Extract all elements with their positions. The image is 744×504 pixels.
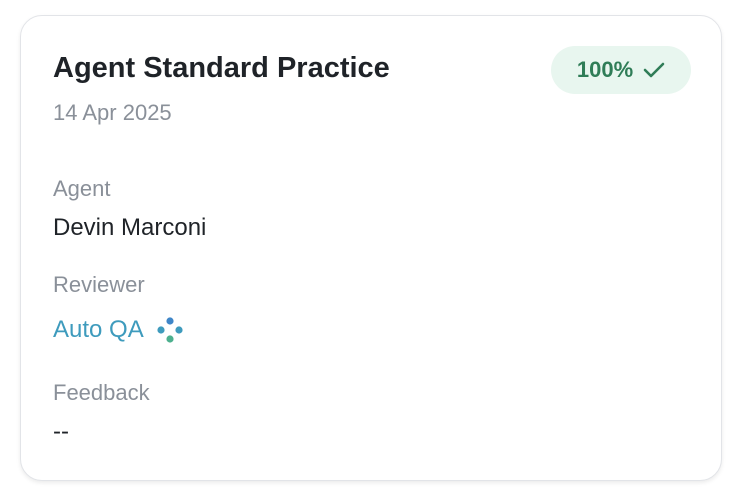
card-date: 14 Apr 2025 <box>53 100 172 125</box>
check-icon <box>643 62 665 78</box>
feedback-value: -- <box>53 418 69 445</box>
review-card: Agent Standard Practice 14 Apr 2025 100%… <box>20 15 722 481</box>
feedback-label: Feedback <box>53 380 150 405</box>
score-text: 100% <box>576 57 634 82</box>
card-title: Agent Standard Practice <box>53 52 390 84</box>
agent-value: Devin Marconi <box>53 214 207 241</box>
reviewer-value: Auto QA <box>53 316 144 343</box>
reviewer-label: Reviewer <box>53 272 145 297</box>
reviewer-link[interactable]: Auto QA <box>53 316 184 344</box>
score-badge: 100% <box>551 46 691 94</box>
agent-label: Agent <box>53 176 111 201</box>
auto-qa-dots-icon <box>157 317 183 343</box>
